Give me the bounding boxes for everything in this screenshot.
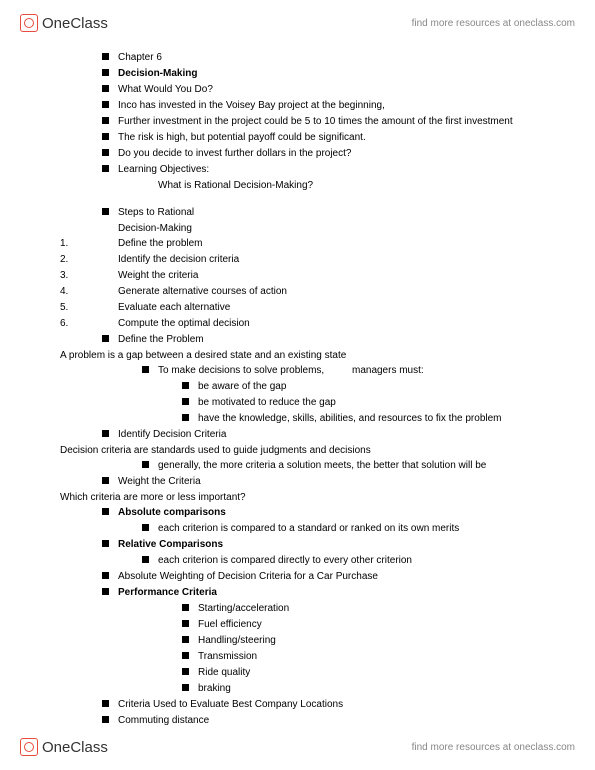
brand-name: OneClass	[42, 15, 108, 32]
list-item: Inco has invested in the Voisey Bay proj…	[100, 98, 555, 113]
list-item: The risk is high, but potential payoff c…	[100, 130, 555, 145]
list-item: each criterion is compared to a standard…	[140, 521, 555, 536]
list-item: Do you decide to invest further dollars …	[100, 146, 555, 161]
brand-name-footer: OneClass	[42, 739, 108, 756]
list-item: Chapter 6	[100, 50, 555, 65]
numbered-item: 1.Define the problem	[60, 236, 555, 251]
numbered-item: 6.Compute the optimal decision	[60, 316, 555, 331]
spacer	[60, 193, 555, 205]
list-item: What Would You Do?	[100, 82, 555, 97]
list-item: Performance Criteria	[100, 585, 555, 600]
brand-logo-footer: OneClass	[20, 738, 108, 756]
list-item: be aware of the gap	[180, 379, 555, 394]
logo-icon	[20, 738, 38, 756]
list-item: Identify Decision Criteria	[100, 427, 555, 442]
list-item: Decision-Making	[100, 66, 555, 81]
list-item: Criteria Used to Evaluate Best Company L…	[100, 697, 555, 712]
numbered-item: 5.Evaluate each alternative	[60, 300, 555, 315]
list-item: braking	[180, 681, 555, 696]
numbered-item: 2.Identify the decision criteria	[60, 252, 555, 267]
list-item: Ride quality	[180, 665, 555, 680]
list-item: Define the Problem	[100, 332, 555, 347]
logo-icon	[20, 14, 38, 32]
list-item: have the knowledge, skills, abilities, a…	[180, 411, 555, 426]
paragraph: Which criteria are more or less importan…	[60, 490, 555, 505]
page-header: OneClass find more resources at oneclass…	[0, 8, 595, 38]
header-tagline: find more resources at oneclass.com	[412, 18, 575, 29]
list-item: Transmission	[180, 649, 555, 664]
list-item: Fuel efficiency	[180, 617, 555, 632]
list-item: Handling/steering	[180, 633, 555, 648]
list-item: Commuting distance	[100, 713, 555, 728]
list-item: Learning Objectives:	[100, 162, 555, 177]
page-footer: OneClass find more resources at oneclass…	[0, 732, 595, 762]
list-item: generally, the more criteria a solution …	[140, 458, 555, 473]
outline-list: Chapter 6 Decision-Making What Would You…	[60, 50, 555, 728]
list-item: Decision-Making	[100, 221, 555, 236]
document-body: Chapter 6 Decision-Making What Would You…	[60, 50, 555, 729]
numbered-item: 4.Generate alternative courses of action	[60, 284, 555, 299]
list-item: Weight the Criteria	[100, 474, 555, 489]
list-item: Absolute comparisons	[100, 505, 555, 520]
list-item: Relative Comparisons	[100, 537, 555, 552]
list-item: Absolute Weighting of Decision Criteria …	[100, 569, 555, 584]
footer-tagline: find more resources at oneclass.com	[412, 742, 575, 753]
list-item: Steps to Rational	[100, 205, 555, 220]
list-item: To make decisions to solve problems, man…	[140, 363, 555, 378]
paragraph: Decision criteria are standards used to …	[60, 443, 555, 458]
paragraph: A problem is a gap between a desired sta…	[60, 348, 555, 363]
list-item: each criterion is compared directly to e…	[140, 553, 555, 568]
list-item: be motivated to reduce the gap	[180, 395, 555, 410]
numbered-item: 3.Weight the criteria	[60, 268, 555, 283]
brand-logo: OneClass	[20, 14, 108, 32]
list-item: Further investment in the project could …	[100, 114, 555, 129]
list-item: Starting/acceleration	[180, 601, 555, 616]
list-item: What is Rational Decision-Making?	[100, 178, 555, 193]
